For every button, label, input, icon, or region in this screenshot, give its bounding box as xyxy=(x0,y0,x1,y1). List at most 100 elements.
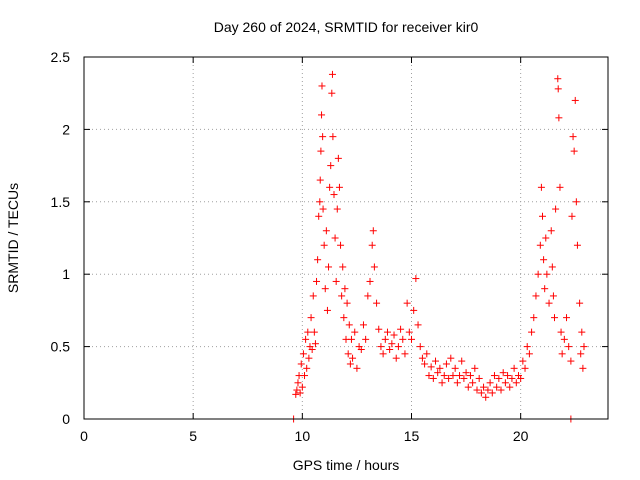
data-point xyxy=(302,335,310,343)
data-point xyxy=(349,354,357,362)
data-point xyxy=(525,350,533,358)
data-point xyxy=(517,374,525,382)
data-point xyxy=(341,285,349,293)
data-point xyxy=(530,314,538,322)
x-tick-label: 15 xyxy=(404,428,420,444)
data-point xyxy=(345,321,353,329)
data-point xyxy=(579,364,587,372)
data-point xyxy=(541,285,549,293)
data-point xyxy=(436,364,444,372)
data-point xyxy=(501,379,509,387)
data-point xyxy=(330,191,338,199)
data-point xyxy=(340,314,348,322)
y-tick-label: 2 xyxy=(62,121,70,137)
data-point xyxy=(447,354,455,362)
data-point xyxy=(325,263,333,271)
data-point xyxy=(351,328,359,336)
plot-frame xyxy=(83,56,609,420)
data-point xyxy=(497,386,505,394)
data-point xyxy=(301,372,309,380)
data-point xyxy=(331,234,339,242)
data-point xyxy=(576,299,584,307)
data-point xyxy=(318,111,326,119)
data-point xyxy=(369,227,377,235)
data-point xyxy=(425,372,433,380)
data-point xyxy=(333,205,341,213)
data-point xyxy=(432,357,440,365)
data-point xyxy=(346,360,354,368)
data-point xyxy=(373,299,381,307)
data-point xyxy=(537,183,545,191)
data-point xyxy=(458,357,466,365)
data-point xyxy=(364,292,372,300)
data-point xyxy=(567,357,575,365)
data-point xyxy=(519,357,527,365)
data-point xyxy=(488,389,496,397)
data-point xyxy=(343,299,351,307)
data-point xyxy=(304,328,312,336)
data-point xyxy=(320,241,328,249)
data-point xyxy=(392,354,400,362)
data-point xyxy=(347,335,355,343)
data-point xyxy=(296,389,304,397)
data-point xyxy=(460,374,468,382)
y-tick-label: 1.5 xyxy=(51,194,71,210)
data-point xyxy=(414,321,422,329)
data-point xyxy=(383,328,391,336)
data-point xyxy=(410,306,418,314)
data-point xyxy=(556,183,564,191)
data-point xyxy=(469,379,477,387)
data-point xyxy=(547,227,555,235)
data-point xyxy=(560,335,568,343)
data-point xyxy=(298,383,306,391)
data-point xyxy=(418,354,426,362)
data-point xyxy=(344,350,352,358)
data-point xyxy=(434,369,442,377)
data-point xyxy=(379,350,387,358)
data-point xyxy=(558,350,566,358)
data-point xyxy=(294,379,302,387)
x-tick-label: 20 xyxy=(513,428,529,444)
data-point xyxy=(403,299,411,307)
data-point xyxy=(397,325,405,333)
data-point xyxy=(504,372,512,380)
data-point xyxy=(464,383,472,391)
data-point xyxy=(493,383,501,391)
data-point xyxy=(462,369,470,377)
data-point xyxy=(335,183,343,191)
data-point xyxy=(399,335,407,343)
data-point xyxy=(477,389,485,397)
data-point xyxy=(401,350,409,358)
data-point xyxy=(495,374,503,382)
data-point xyxy=(534,270,542,278)
data-point xyxy=(549,292,557,300)
data-point xyxy=(317,147,325,155)
data-point xyxy=(542,234,550,242)
data-point xyxy=(548,263,556,271)
data-point xyxy=(366,277,374,285)
x-axis-label: GPS time / hours xyxy=(293,457,400,473)
data-point xyxy=(314,256,322,264)
data-point xyxy=(308,345,316,353)
grid-lines xyxy=(84,57,608,419)
data-point xyxy=(310,328,318,336)
data-point xyxy=(480,383,488,391)
data-point xyxy=(569,133,577,141)
data-point xyxy=(412,275,420,283)
data-point xyxy=(570,147,578,155)
y-tick-label: 1 xyxy=(62,266,70,282)
data-point xyxy=(388,340,396,348)
data-point xyxy=(305,354,313,362)
data-point xyxy=(319,205,327,213)
data-point xyxy=(429,374,437,382)
data-point xyxy=(557,328,565,336)
data-point xyxy=(427,363,435,371)
data-point xyxy=(339,263,347,271)
data-point xyxy=(362,335,370,343)
data-point xyxy=(316,198,324,206)
data-point xyxy=(486,379,494,387)
data-point xyxy=(337,241,345,249)
data-point xyxy=(568,212,576,220)
data-point xyxy=(313,277,321,285)
data-point xyxy=(357,345,365,353)
